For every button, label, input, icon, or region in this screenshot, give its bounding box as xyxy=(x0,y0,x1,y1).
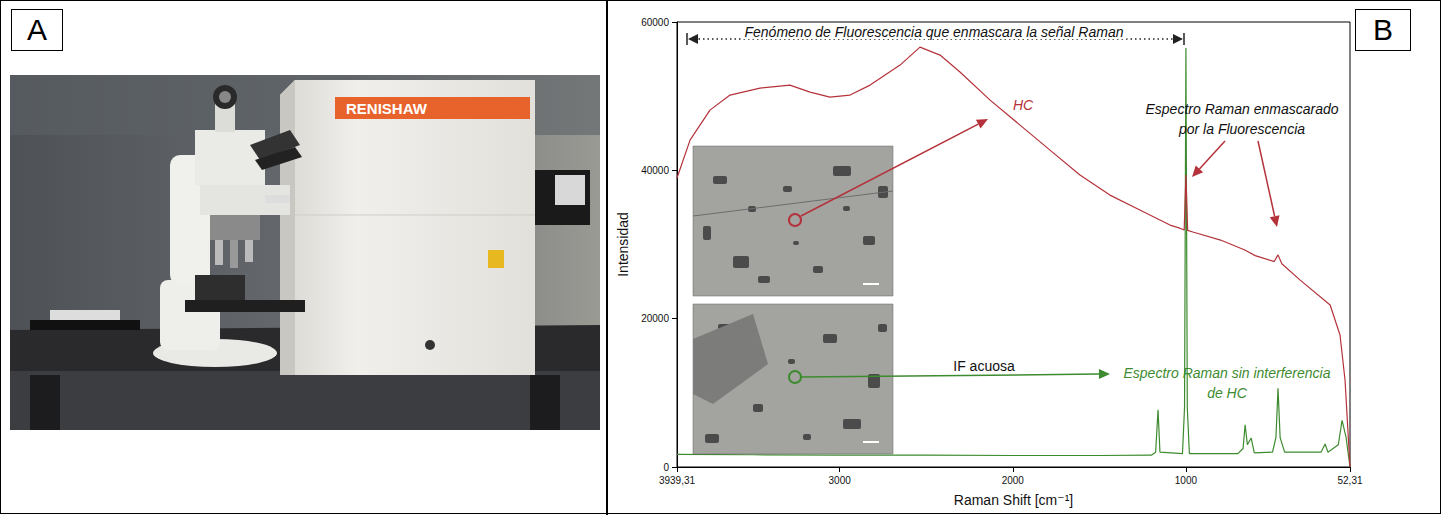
svg-text:Espectro Raman enmascarado: Espectro Raman enmascarado xyxy=(1146,101,1339,117)
svg-text:0: 0 xyxy=(663,462,669,473)
svg-text:3000: 3000 xyxy=(829,475,852,486)
svg-text:RENISHAW: RENISHAW xyxy=(346,100,428,117)
svg-text:20000: 20000 xyxy=(641,313,669,324)
svg-text:IF acuosa: IF acuosa xyxy=(953,358,1015,374)
svg-text:Fenómeno de Fluorescencia que: Fenómeno de Fluorescencia que enmascara … xyxy=(745,24,1124,40)
svg-text:Intensidad: Intensidad xyxy=(615,212,631,277)
svg-text:2000: 2000 xyxy=(1002,475,1025,486)
html-text:A: A xyxy=(27,13,47,46)
svg-text:40000: 40000 xyxy=(641,165,669,176)
svg-text:60000: 60000 xyxy=(641,17,669,28)
svg-text:Espectro Raman sin interferenc: Espectro Raman sin interferencia xyxy=(1124,365,1331,381)
svg-text:52,31: 52,31 xyxy=(1337,475,1362,486)
svg-text:por la Fluorescencia: por la Fluorescencia xyxy=(1178,121,1305,137)
svg-text:HC: HC xyxy=(1013,97,1034,113)
svg-text:de HC: de HC xyxy=(1207,385,1248,401)
html-text:B: B xyxy=(1373,13,1393,46)
svg-text:Raman Shift [cm⁻¹]: Raman Shift [cm⁻¹] xyxy=(954,492,1073,508)
svg-text:3939,31: 3939,31 xyxy=(659,475,696,486)
svg-text:1000: 1000 xyxy=(1175,475,1198,486)
